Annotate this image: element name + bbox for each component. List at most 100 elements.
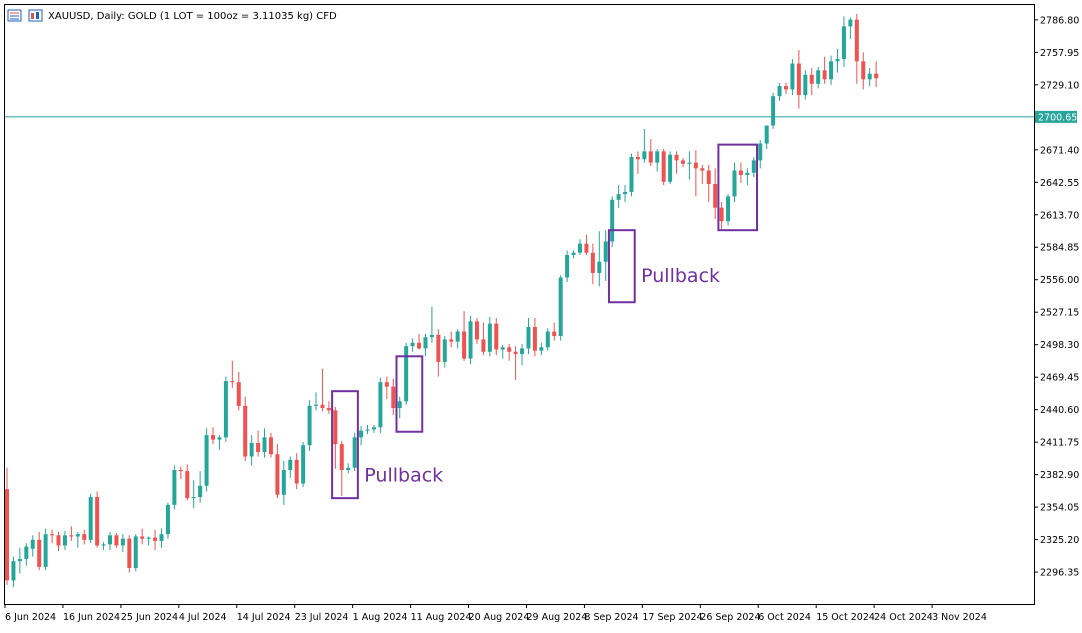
candle bbox=[249, 435, 254, 466]
candle bbox=[726, 194, 731, 226]
candle bbox=[732, 162, 737, 203]
pullback-box[interactable] bbox=[331, 390, 359, 500]
candle-body bbox=[494, 323, 499, 350]
candle bbox=[468, 315, 473, 365]
candle bbox=[771, 92, 776, 129]
candle-body bbox=[558, 277, 563, 337]
y-tick-label: 2757.95 bbox=[1040, 48, 1079, 59]
candle-body bbox=[726, 196, 731, 222]
chart-title: XAUUSD, Daily: GOLD (1 LOT = 100oz = 3.1… bbox=[48, 11, 337, 22]
candle-body bbox=[513, 351, 518, 355]
candle bbox=[268, 432, 273, 458]
chart-mode-icon[interactable] bbox=[28, 9, 43, 22]
candle-body bbox=[384, 382, 389, 387]
candle-body bbox=[577, 243, 582, 253]
candle bbox=[223, 376, 228, 442]
pullback-label[interactable]: Pullback bbox=[641, 265, 720, 287]
y-tick-label: 2527.15 bbox=[1040, 308, 1079, 319]
candle bbox=[301, 441, 306, 487]
candle bbox=[680, 158, 685, 168]
candle-body bbox=[359, 430, 364, 438]
x-tick-label: 23 Jul 2024 bbox=[295, 612, 349, 623]
candle-body bbox=[603, 241, 608, 262]
y-tick-label: 2786.80 bbox=[1040, 15, 1079, 26]
pullback-box[interactable] bbox=[395, 355, 424, 433]
candles bbox=[5, 14, 879, 588]
candle-body bbox=[243, 405, 248, 457]
candle bbox=[50, 529, 55, 544]
candle-body bbox=[693, 162, 698, 169]
candle-body bbox=[30, 539, 35, 549]
candle bbox=[294, 453, 299, 490]
candle-body bbox=[249, 442, 254, 457]
candle-body bbox=[165, 504, 170, 535]
candle bbox=[597, 231, 602, 287]
candle bbox=[693, 150, 698, 197]
candle-body bbox=[191, 497, 196, 499]
candle bbox=[790, 59, 795, 96]
x-tick-label: 14 Jul 2024 bbox=[237, 612, 291, 623]
candle bbox=[745, 168, 750, 186]
price-level-line[interactable]: 2700.65 bbox=[5, 110, 1077, 124]
candle-body bbox=[610, 199, 615, 242]
candle-body bbox=[223, 381, 228, 438]
candle-body bbox=[371, 427, 376, 430]
candle bbox=[713, 168, 718, 219]
candle-body bbox=[101, 544, 106, 546]
candle bbox=[417, 333, 422, 350]
candle bbox=[783, 82, 788, 94]
pullback-box[interactable] bbox=[607, 229, 636, 304]
candle bbox=[545, 328, 550, 351]
candle-body bbox=[777, 86, 782, 97]
y-tick-label: 2382.90 bbox=[1040, 470, 1079, 481]
candle bbox=[307, 400, 312, 451]
candle bbox=[874, 61, 879, 88]
candle bbox=[829, 55, 834, 85]
pullback-box[interactable] bbox=[717, 143, 759, 232]
candle-body bbox=[62, 535, 67, 546]
candle-body bbox=[481, 339, 486, 352]
candle bbox=[507, 343, 512, 361]
candle bbox=[397, 396, 402, 419]
y-tick-label: 2296.35 bbox=[1040, 568, 1079, 579]
candle-body bbox=[410, 342, 415, 347]
candle-body bbox=[37, 539, 42, 567]
candle-body bbox=[417, 342, 422, 349]
candle-body bbox=[661, 151, 666, 182]
candle bbox=[526, 318, 531, 355]
candle bbox=[841, 16, 846, 67]
candle-body bbox=[436, 334, 441, 362]
candle-body bbox=[275, 454, 280, 495]
candle bbox=[532, 318, 537, 357]
candle-body bbox=[584, 243, 589, 253]
candle bbox=[320, 368, 325, 412]
y-tick-label: 2642.55 bbox=[1040, 178, 1079, 189]
x-axis: 6 Jun 2024 16 Jun 2024 25 Jun 2024 4 Jul 20… bbox=[4, 604, 987, 623]
candle-body bbox=[474, 321, 479, 340]
candle-body bbox=[764, 125, 769, 144]
chart-window-icon[interactable] bbox=[7, 9, 22, 22]
candle-body bbox=[803, 74, 808, 96]
x-tick-label: 3 Nov 2024 bbox=[932, 612, 987, 623]
candle-body bbox=[680, 160, 685, 164]
candle bbox=[108, 531, 113, 550]
y-tick-label: 2498.30 bbox=[1040, 340, 1079, 351]
y-tick-label: 2729.10 bbox=[1040, 80, 1079, 91]
candle-body bbox=[24, 546, 29, 559]
candle bbox=[11, 556, 16, 588]
candle-body bbox=[365, 429, 370, 431]
candle-body bbox=[623, 191, 628, 195]
pullback-label[interactable]: Pullback bbox=[364, 465, 443, 487]
candle bbox=[603, 230, 608, 281]
candle bbox=[95, 491, 100, 548]
candle-body bbox=[552, 331, 557, 337]
candle bbox=[442, 336, 447, 368]
candle-body bbox=[745, 172, 750, 176]
candle-body bbox=[50, 534, 55, 536]
candle-body bbox=[391, 386, 396, 409]
candle bbox=[384, 376, 389, 400]
candle-body bbox=[532, 327, 537, 351]
candle bbox=[764, 125, 769, 150]
candle-body bbox=[378, 382, 383, 428]
